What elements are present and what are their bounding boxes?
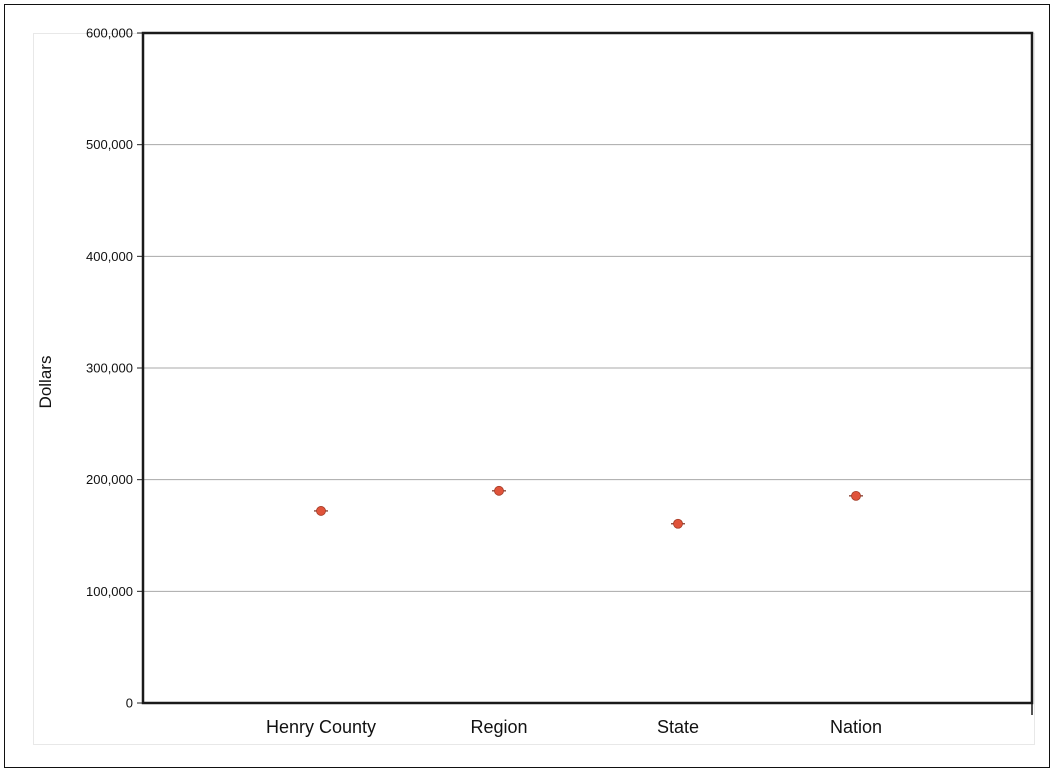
- data-point: [851, 490, 861, 501]
- y-tick-label: 400,000: [86, 249, 133, 264]
- y-axis-ticks: 0 100,000 200,000 300,000 400,000 500,000 600,…: [86, 26, 143, 711]
- data-point: [494, 485, 504, 496]
- data-point: [673, 518, 683, 529]
- x-category-label: Henry County: [266, 717, 376, 737]
- grid-lines: [143, 144, 1032, 592]
- y-tick-label: 300,000: [86, 361, 133, 376]
- y-tick-label: 500,000: [86, 137, 133, 152]
- data-point: [316, 506, 326, 516]
- y-tick-label: 200,000: [86, 472, 133, 487]
- y-tick-label: 100,000: [86, 584, 133, 599]
- x-category-label: State: [657, 717, 699, 737]
- chart-frame: [4, 4, 1050, 768]
- x-category-label: Region: [470, 717, 527, 737]
- data-points: [314, 485, 863, 529]
- axes: [141, 31, 1034, 715]
- y-axis-title: Dollars: [36, 356, 55, 409]
- y-tick-label: 600,000: [86, 26, 133, 41]
- x-category-label: Nation: [830, 717, 882, 737]
- plot-border: [141, 31, 1034, 705]
- x-axis-ticks: Henry County Region State Nation: [266, 717, 882, 737]
- y-tick-label: 0: [126, 696, 133, 711]
